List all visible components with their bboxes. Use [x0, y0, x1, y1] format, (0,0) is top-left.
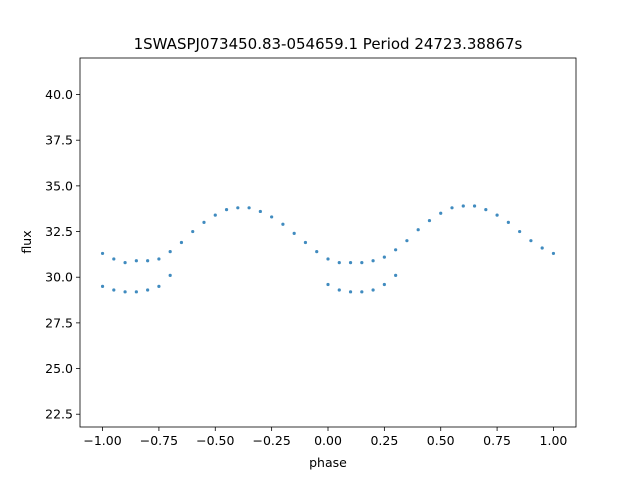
data-point [303, 240, 308, 245]
data-point [360, 260, 364, 265]
x-tick-label: −0.50 [196, 433, 234, 448]
data-point [213, 213, 217, 217]
data-point [179, 240, 184, 245]
data-points [100, 204, 556, 294]
data-point [472, 204, 477, 208]
data-point [236, 206, 240, 210]
x-tick-label: 1.00 [540, 433, 568, 448]
data-point [360, 290, 364, 294]
data-point [168, 250, 172, 254]
data-point [146, 259, 150, 263]
y-tick-label: 27.5 [45, 315, 73, 330]
chart-title: 1SWASPJ073450.83-054659.1 Period 24723.3… [134, 35, 523, 53]
y-tick-label: 37.5 [45, 133, 73, 148]
data-point [247, 206, 251, 210]
data-point [258, 209, 262, 214]
data-point [439, 211, 443, 215]
data-point [112, 288, 116, 292]
x-tick-label: 0.75 [483, 433, 511, 448]
y-axis: 22.5 25.0 27.5 30.0 32.5 35.0 37.5 40.0 [45, 87, 80, 422]
data-point [168, 273, 172, 277]
data-point [337, 288, 341, 292]
data-point [123, 290, 127, 294]
data-point [495, 213, 499, 217]
data-point [348, 260, 353, 265]
data-point [224, 208, 229, 212]
data-point [529, 239, 533, 243]
data-point [394, 273, 398, 277]
data-point [146, 288, 150, 292]
data-point [270, 215, 274, 219]
x-tick-label: 0.50 [427, 433, 455, 448]
y-tick-label: 30.0 [45, 270, 73, 285]
data-point [518, 229, 522, 234]
data-point [540, 246, 544, 250]
data-point [450, 206, 454, 210]
data-point [551, 251, 556, 256]
data-point [292, 231, 296, 235]
data-point [100, 251, 105, 256]
data-point [202, 220, 206, 225]
data-point [371, 288, 375, 292]
data-point [281, 222, 285, 226]
y-axis-label: flux [19, 230, 34, 253]
data-point [337, 260, 341, 265]
data-point [134, 290, 138, 294]
data-point [416, 228, 420, 232]
data-point [382, 282, 386, 287]
data-point [123, 260, 127, 265]
data-point [157, 284, 161, 288]
data-point [461, 204, 465, 208]
y-tick-label: 22.5 [45, 407, 73, 422]
y-tick-label: 32.5 [45, 224, 73, 239]
data-point [484, 208, 488, 212]
data-point [112, 257, 116, 261]
plot-frame [79, 57, 577, 428]
data-point [506, 220, 510, 225]
y-tick-label: 40.0 [45, 87, 73, 102]
x-tick-label: −1.00 [83, 433, 121, 448]
x-tick-label: 0.25 [370, 433, 398, 448]
data-point [427, 218, 432, 223]
x-tick-label: 0.00 [314, 433, 342, 448]
data-point [134, 259, 138, 263]
data-point [157, 257, 161, 261]
y-tick-label: 35.0 [45, 178, 73, 193]
data-point [405, 239, 409, 243]
x-tick-label: −0.25 [252, 433, 290, 448]
x-tick-label: −0.75 [140, 433, 178, 448]
data-point [382, 255, 386, 259]
data-point [326, 282, 330, 287]
x-axis-label: phase [309, 455, 347, 470]
data-point [394, 248, 398, 252]
y-tick-label: 25.0 [45, 361, 73, 376]
data-point [100, 284, 105, 288]
data-point [315, 250, 319, 254]
data-point [371, 259, 375, 263]
data-point [191, 229, 195, 234]
data-point [348, 290, 353, 294]
x-axis: −1.00 −0.75 −0.50 −0.25 0.00 0.25 0.50 0.75 1.00 [83, 427, 567, 448]
data-point [326, 257, 330, 261]
